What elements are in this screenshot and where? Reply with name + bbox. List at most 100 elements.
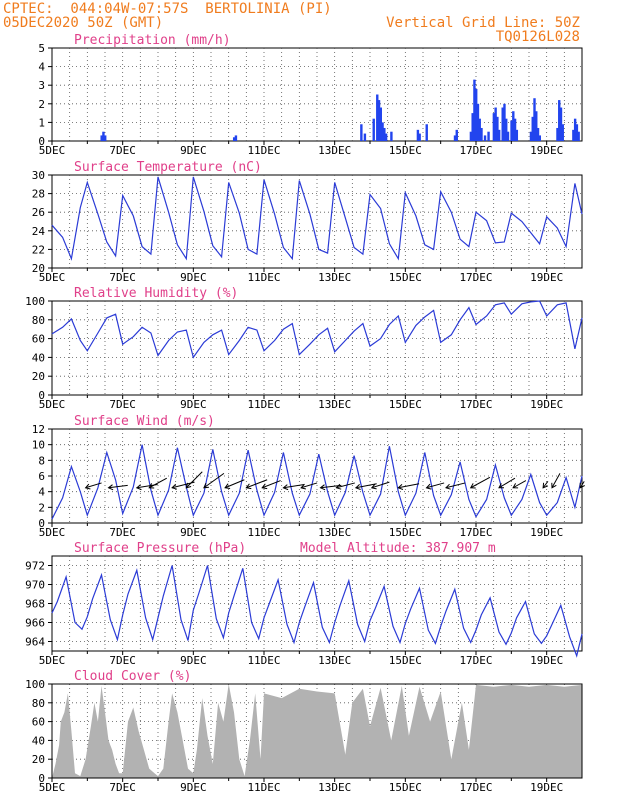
wind-vector: [355, 483, 377, 489]
precip-bar: [363, 133, 367, 141]
cloud-cover-title: Cloud Cover (%): [74, 669, 191, 684]
temperature-xtick-label: 17DEC: [459, 271, 492, 284]
wind-xtick-label: 11DEC: [247, 526, 280, 539]
humidity-series-line: [51, 300, 583, 359]
wind-vector: [336, 482, 355, 489]
precip-bar: [455, 129, 458, 141]
wind-title: Surface Wind (m/s): [74, 414, 215, 429]
pressure-xtick-label: 17DEC: [459, 654, 492, 667]
precip-bar: [531, 116, 534, 141]
precipitation-xtick-label: 5DEC: [39, 144, 66, 157]
precipitation-xtick-label: 17DEC: [459, 144, 492, 157]
cloud-cover-xtick-label: 17DEC: [459, 781, 492, 794]
wind-vector: [283, 484, 305, 489]
wind-vector: [498, 477, 516, 489]
humidity-ytick-label: 80: [32, 314, 45, 327]
wind-vector-head: [370, 483, 377, 490]
precip-bar: [510, 120, 513, 141]
precipitation-xtick-label: 13DEC: [318, 144, 351, 157]
precipitation-ytick-label: 0: [38, 135, 45, 148]
temperature-ytick-label: 26: [32, 206, 45, 219]
cloud-cover-xtick-label: 7DEC: [109, 781, 136, 794]
wind-vector: [470, 476, 491, 489]
precip-bar: [390, 131, 393, 141]
wind-vector: [551, 473, 561, 488]
header-station-line: CPTEC: 044:04W-07:57S BERTOLINIA (PI): [3, 1, 332, 17]
wind-ytick-label: 0: [38, 517, 45, 530]
temperature-ytick-label: 30: [32, 169, 45, 182]
pressure-ytick-label: 968: [25, 598, 45, 611]
wind-vector-head: [107, 484, 114, 491]
humidity-xtick-label: 11DEC: [247, 398, 280, 411]
header-date-line: 05DEC2020 50Z (GMT): [3, 15, 164, 31]
precipitation-xtick-label: 15DEC: [389, 144, 422, 157]
precip-bar: [575, 124, 579, 141]
precip-bar: [497, 129, 501, 141]
pressure-xtick-label: 13DEC: [318, 654, 351, 667]
precip-bar: [480, 127, 483, 141]
precip-bar: [501, 107, 504, 141]
wind-xtick-label: 9DEC: [180, 526, 207, 539]
precip-bar: [476, 103, 480, 141]
wind-vector: [246, 479, 268, 489]
temperature-xtick-label: 11DEC: [247, 271, 280, 284]
precip-bar: [377, 100, 381, 141]
pressure-xtick-label: 5DEC: [39, 654, 66, 667]
precip-bar: [475, 88, 478, 141]
precipitation-ytick-label: 1: [38, 116, 45, 129]
precip-bar: [376, 94, 379, 141]
cloud-cover-ytick-label: 0: [38, 772, 45, 785]
precipitation-xtick-label: 7DEC: [109, 144, 136, 157]
precip-bar: [473, 79, 476, 141]
pressure-xtick-label: 7DEC: [109, 654, 136, 667]
precipitation-ytick-label: 3: [38, 79, 45, 92]
humidity-xtick-label: 7DEC: [109, 398, 136, 411]
pressure-ytick-label: 964: [25, 636, 45, 649]
header-grid-line-info: Vertical Grid Line: 50Z: [386, 15, 580, 31]
temperature-xtick-label: 9DEC: [180, 271, 207, 284]
humidity-frame: [51, 300, 583, 396]
wind-ytick-label: 6: [38, 470, 45, 483]
wind-panel: 0 2 4 6 8 10 12 5DEC 7DEC 9DEC 11DEC 13DEC 15DEC 17DE…: [32, 414, 585, 539]
precip-bar: [556, 127, 559, 141]
humidity-ytick-label: 40: [32, 351, 45, 364]
pressure-ytick-label: 966: [25, 617, 45, 630]
wind-ytick-label: 10: [32, 439, 45, 452]
wind-xtick-label: 7DEC: [109, 526, 136, 539]
pressure-ytick-label: 972: [25, 560, 45, 573]
wind-vector: [224, 479, 245, 489]
temperature-panel: 20 22 24 26 28 30 5DEC 7DEC 9DEC 11DEC 13DEC 15DEC 1…: [32, 160, 583, 284]
cloud-cover-ytick-label: 20: [32, 753, 45, 766]
wind-vector-head: [224, 483, 231, 489]
wind-vector-head: [300, 483, 307, 490]
precip-bar: [513, 118, 517, 141]
wind-vector-head: [579, 482, 585, 489]
precip-bar: [379, 107, 382, 141]
wind-xtick-label: 15DEC: [389, 526, 422, 539]
wind-vector-head: [397, 484, 404, 490]
precipitation-title: Precipitation (mm/h): [74, 33, 231, 48]
precip-bar: [538, 135, 541, 141]
wind-ytick-label: 2: [38, 501, 45, 514]
wind-vector-head: [148, 483, 155, 489]
precip-bar: [558, 100, 561, 141]
temperature-ytick-label: 24: [32, 225, 46, 238]
wind-vector-head: [261, 483, 268, 490]
temperature-ytick-label: 20: [32, 262, 45, 275]
temperature-frame: [51, 174, 583, 269]
wind-ytick-label: 4: [38, 486, 45, 499]
pressure-annotation: Model Altitude: 387.907 m: [300, 541, 496, 556]
precip-bar: [492, 113, 496, 141]
wind-vector: [426, 482, 445, 489]
wind-vector-head: [84, 483, 91, 490]
wind-xtick-label: 19DEC: [530, 526, 563, 539]
precip-bar: [469, 131, 473, 141]
precipitation-ytick-label: 5: [38, 42, 45, 55]
temperature-xtick-label: 13DEC: [318, 271, 351, 284]
precipitation-xtick-label: 19DEC: [530, 144, 563, 157]
wind-vector-head: [542, 482, 548, 489]
wind-vector-head: [469, 483, 476, 489]
precip-bar: [505, 118, 508, 141]
precip-bar: [453, 135, 457, 141]
pressure-xtick-label: 15DEC: [389, 654, 422, 667]
